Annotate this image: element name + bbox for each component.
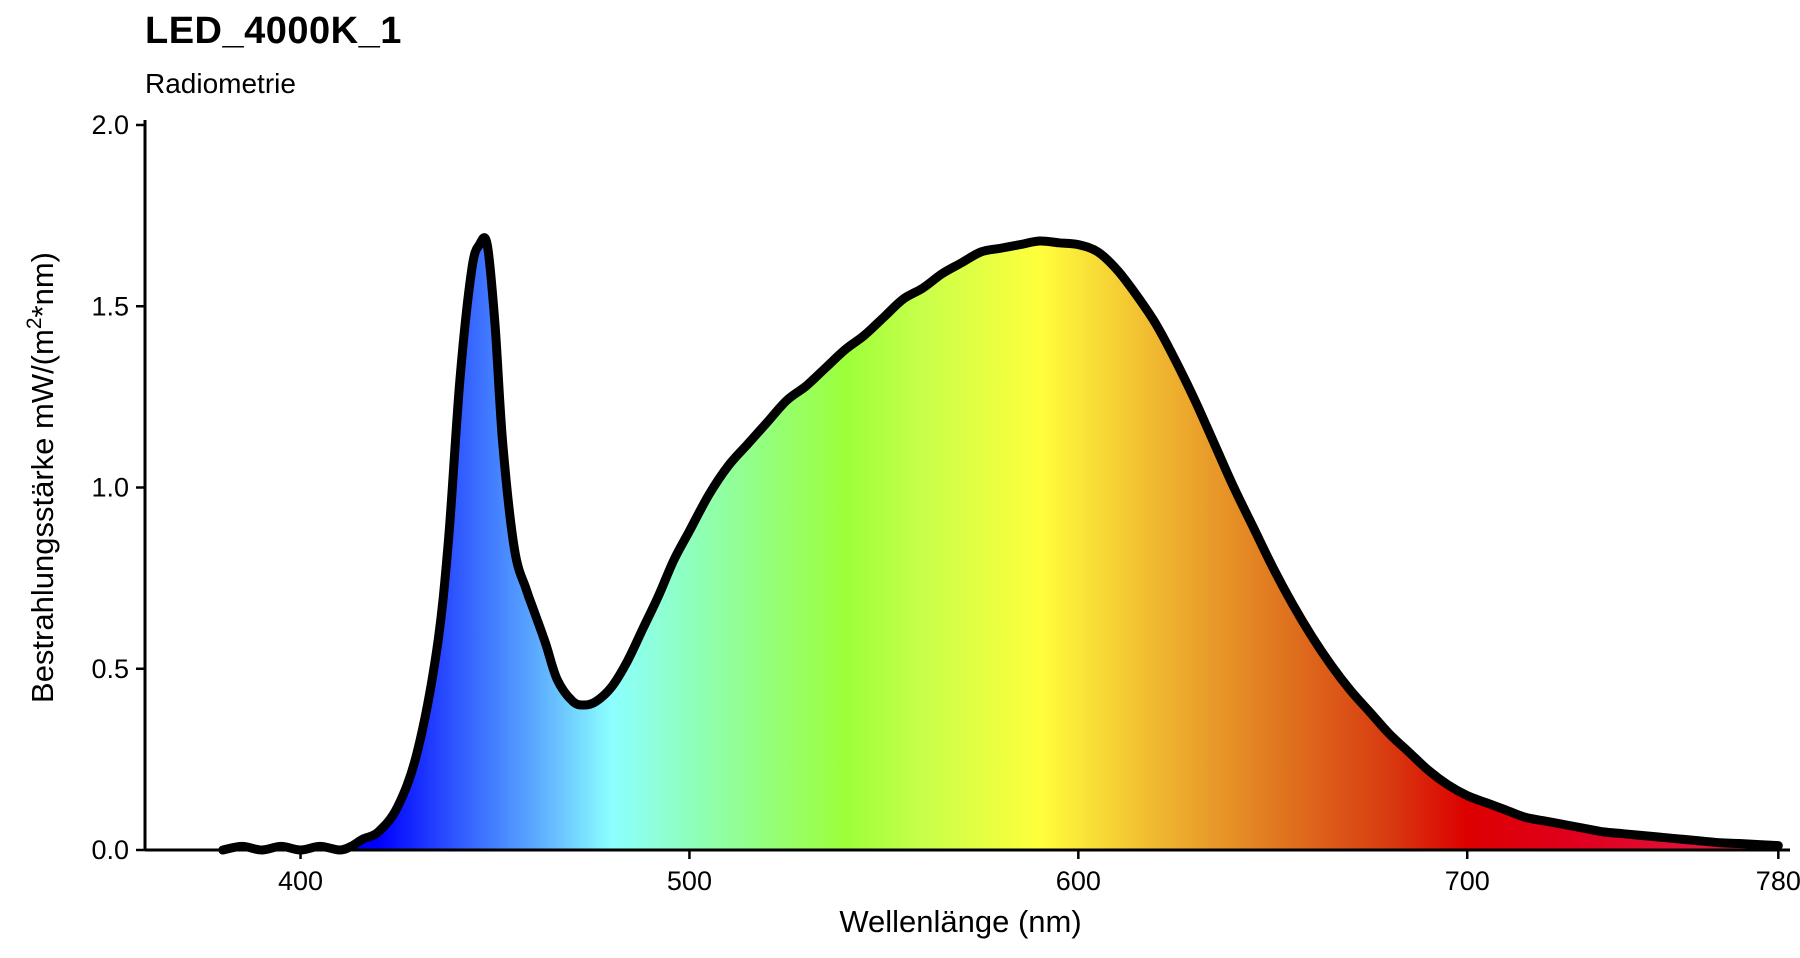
y-tick-label: 0.5 bbox=[91, 654, 129, 684]
chart-subtitle: Radiometrie bbox=[145, 68, 296, 99]
y-tick-label: 1.0 bbox=[91, 473, 129, 503]
x-tick-label: 780 bbox=[1756, 866, 1800, 896]
chart-title: LED_4000K_1 bbox=[145, 10, 402, 52]
spectrum-line bbox=[218, 233, 1783, 855]
x-axis-title: Wellenlänge (nm) bbox=[839, 904, 1081, 939]
x-tick-label: 600 bbox=[1056, 866, 1101, 896]
plot-area bbox=[218, 233, 1783, 855]
x-tick-label: 500 bbox=[667, 866, 712, 896]
spectrum-area bbox=[222, 237, 1779, 851]
y-tick-label: 1.5 bbox=[91, 291, 129, 321]
y-axis-title: Bestrahlungsstärke mW/(m2*nm) bbox=[23, 252, 60, 703]
axes: 400 500 600 700 780 0.0 0.5 1.0 1.5 2.0 Wellenläng… bbox=[23, 110, 1800, 939]
x-tick-label: 400 bbox=[278, 866, 323, 896]
y-tick-label: 2.0 bbox=[91, 110, 129, 140]
y-tick-label: 0.0 bbox=[91, 835, 129, 865]
x-tick-label: 700 bbox=[1445, 866, 1490, 896]
